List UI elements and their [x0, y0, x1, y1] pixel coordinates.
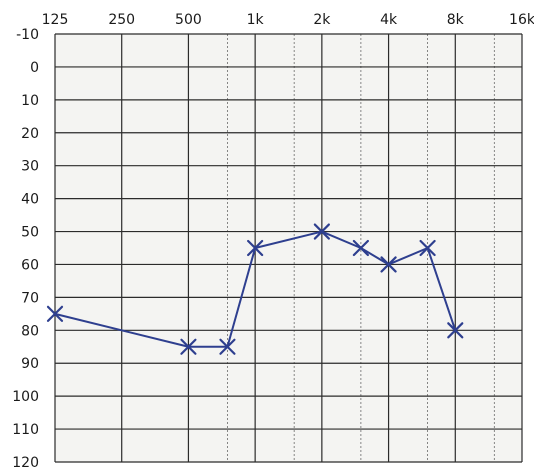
y-tick-label-20: 20 — [21, 126, 39, 142]
y-tick-label-110: 110 — [12, 422, 39, 438]
y-tick-label-100: 100 — [12, 389, 39, 405]
y-tick-label-60: 60 — [21, 257, 39, 273]
x-tick-label-500: 500 — [175, 12, 202, 28]
y-tick-label-90: 90 — [21, 356, 39, 372]
x-tick-label-16k: 16k — [509, 12, 534, 28]
data-point-3000 — [352, 239, 369, 257]
data-point-8000 — [447, 322, 464, 339]
data-point-750 — [219, 338, 236, 355]
x-tick-label-2k: 2k — [313, 12, 331, 28]
y-tick-label-40: 40 — [21, 192, 39, 208]
y-tick-label-50: 50 — [21, 225, 39, 241]
y-tick-label-10: 10 — [21, 93, 39, 109]
data-point-1000 — [247, 239, 264, 257]
data-point-2000 — [313, 223, 330, 240]
y-tick-label-80: 80 — [21, 323, 39, 339]
data-point-4000 — [380, 256, 397, 273]
x-tick-label-250: 250 — [108, 12, 135, 28]
y-tick-label-30: 30 — [21, 159, 39, 175]
series — [46, 223, 464, 355]
y-axis-tick-labels: -10 0 10 20 30 40 50 60 70 80 90 100 110 120 — [12, 27, 39, 468]
data-point-6000 — [419, 239, 436, 257]
plot-area — [55, 34, 522, 462]
data-point-500 — [180, 338, 197, 355]
x-tick-label-4k: 4k — [380, 12, 398, 28]
y-tick-label-120: 120 — [12, 455, 39, 468]
y-tick-label-0: 0 — [30, 60, 39, 76]
y-tick-label--10: -10 — [16, 27, 39, 43]
x-tick-label-1k: 1k — [247, 12, 265, 28]
x-tick-label-125: 125 — [42, 12, 69, 28]
y-tick-label-70: 70 — [21, 290, 39, 306]
data-point-125 — [46, 305, 64, 322]
x-tick-label-8k: 8k — [447, 12, 465, 28]
x-axis-tick-labels: 125 250 500 1k 2k 4k 8k 16k — [42, 12, 534, 28]
